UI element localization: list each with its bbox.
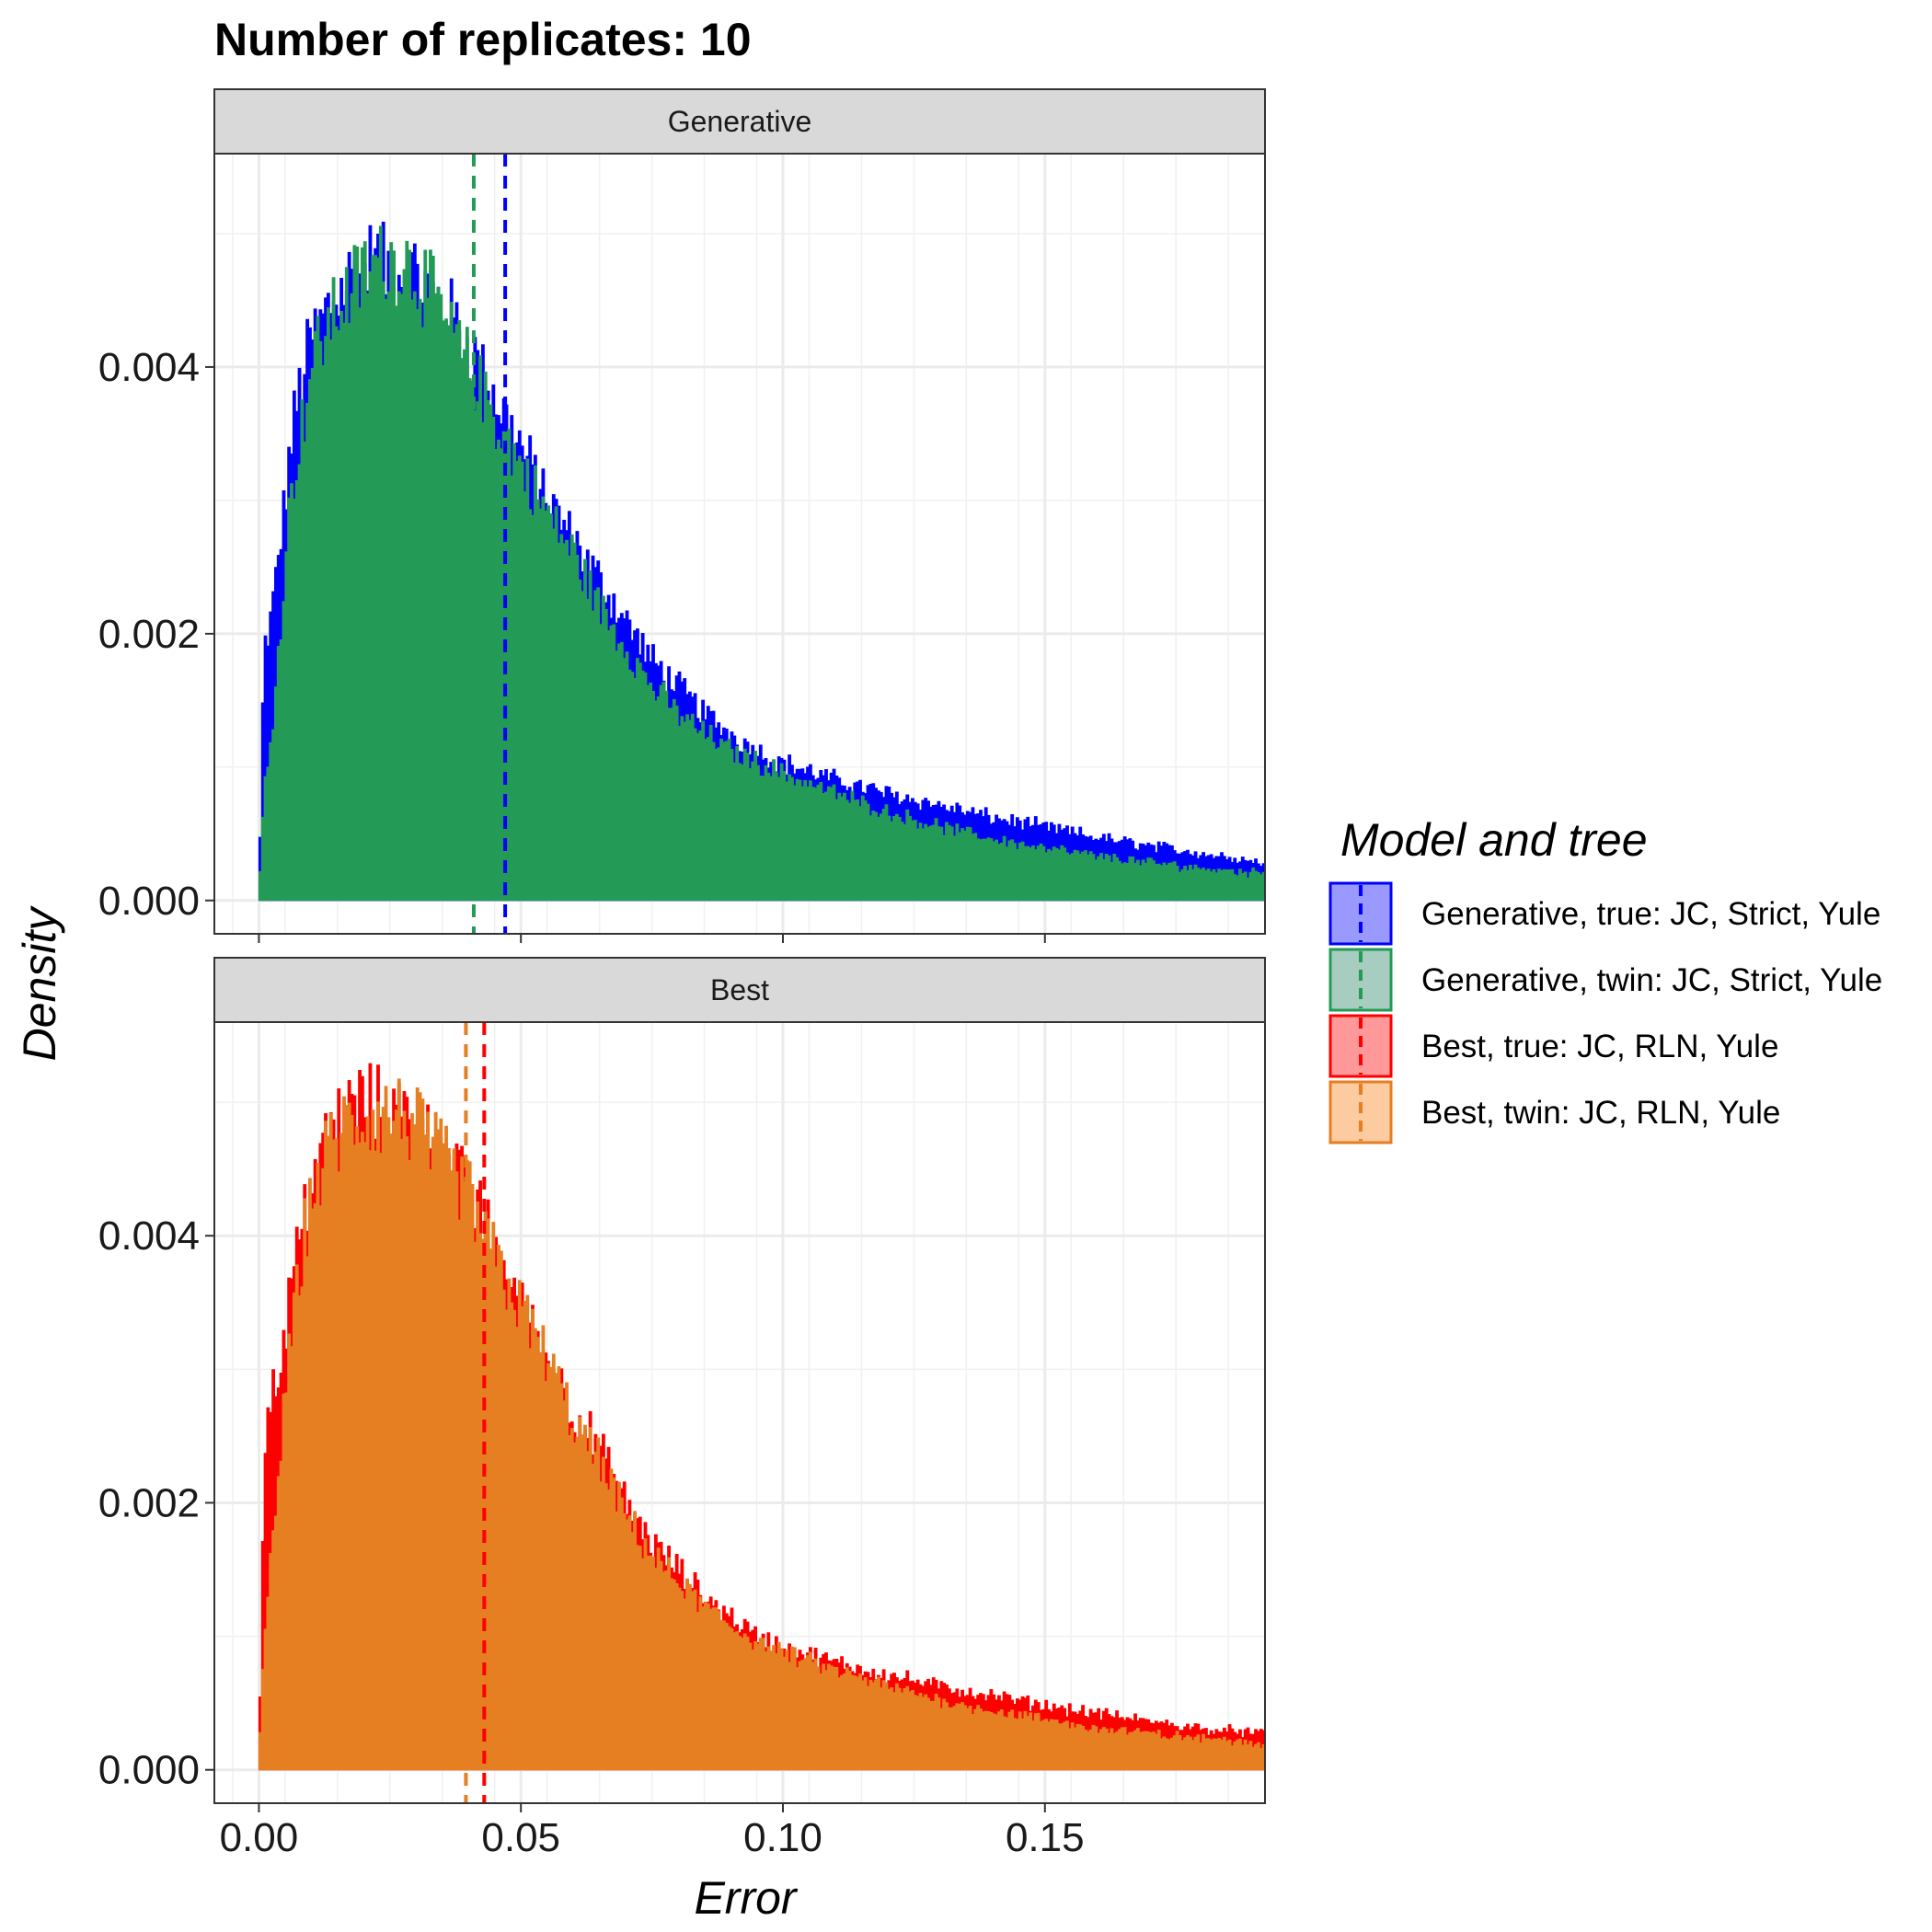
- x-tick-label: 0.05: [481, 1815, 560, 1860]
- legend-label: Generative, twin: JC, Strict, Yule: [1421, 962, 1882, 998]
- facet-strip-label: Generative: [668, 105, 812, 138]
- x-tick-label: 0.10: [743, 1815, 822, 1860]
- panel-best: Best 0.000 0.002 0.004 0.00 0.05 0.10 0.15: [98, 957, 1266, 1860]
- panel-border: [213, 153, 1266, 935]
- y-tick-label: 0.004: [98, 1213, 200, 1259]
- facet-strip-label: Best: [710, 973, 769, 1006]
- x-tick-label: 0.00: [220, 1815, 299, 1860]
- legend-label: Generative, true: JC, Strict, Yule: [1421, 896, 1880, 932]
- legend-title: Model and tree: [1340, 814, 1648, 866]
- legend: Model and tree Generative, true: JC, Str…: [1328, 814, 1882, 1144]
- facet-strip: [213, 88, 1266, 155]
- y-tick-label: 0.000: [98, 879, 200, 924]
- facet-strip: [213, 957, 1266, 1023]
- panel-generative: Generative 0.000 0.002 0.004: [98, 88, 1266, 943]
- legend-key: [1328, 1014, 1393, 1078]
- histogram-series: [258, 225, 1266, 902]
- legend-label: Best, twin: JC, RLN, Yule: [1421, 1095, 1780, 1131]
- legend-label: Best, true: JC, RLN, Yule: [1421, 1029, 1778, 1064]
- x-axis-title: Error: [694, 1872, 798, 1924]
- x-tick-label: 0.15: [1006, 1815, 1085, 1860]
- y-tick-label: 0.002: [98, 612, 200, 657]
- legend-key: [1328, 881, 1393, 946]
- legend-key: [1328, 1080, 1393, 1144]
- legend-key: [1328, 948, 1393, 1012]
- y-axis-title: Density: [14, 905, 65, 1062]
- chart-title: Number of replicates: 10: [214, 14, 752, 65]
- y-tick-label: 0.000: [98, 1748, 200, 1793]
- panel-border: [213, 1021, 1266, 1804]
- y-tick-label: 0.002: [98, 1480, 200, 1525]
- y-tick-label: 0.004: [98, 345, 200, 390]
- histogram-series: [258, 1078, 1266, 1771]
